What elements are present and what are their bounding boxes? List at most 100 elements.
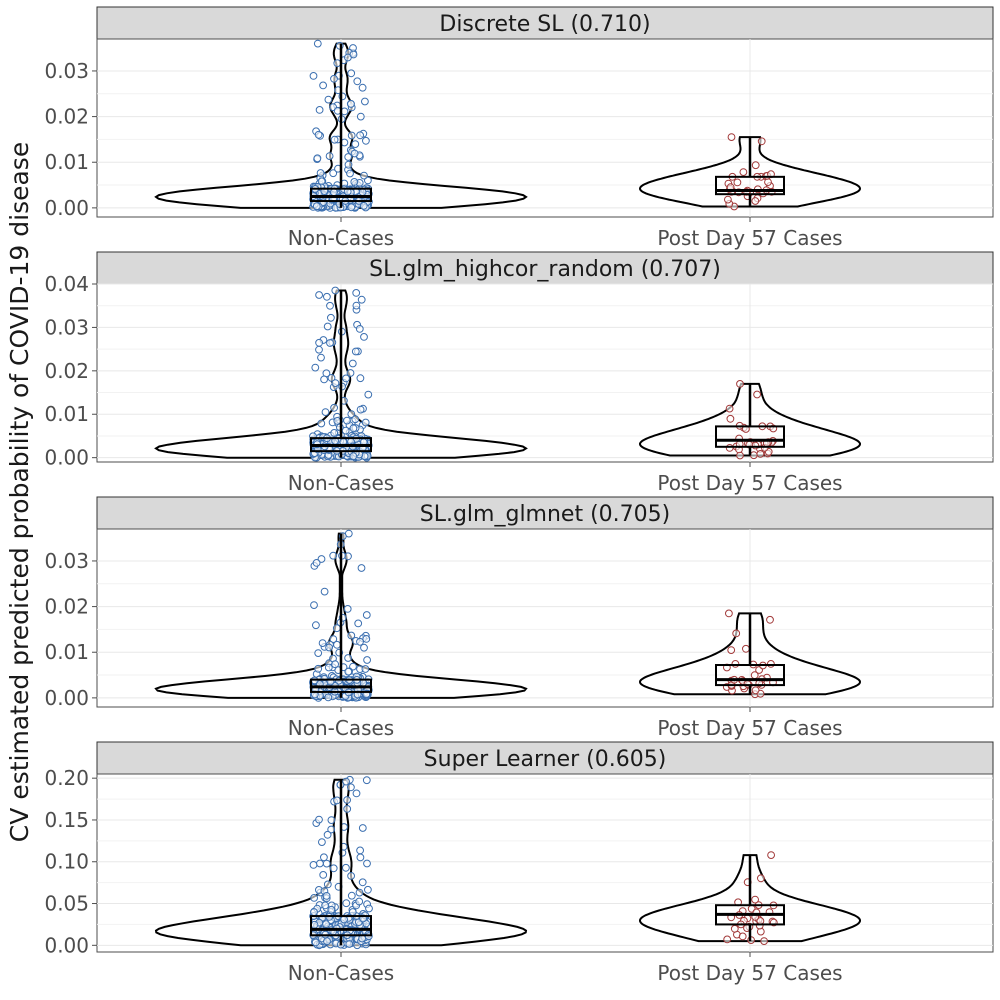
data-point (358, 878, 367, 887)
data-point (356, 112, 365, 121)
data-point (351, 415, 360, 424)
data-point (358, 824, 367, 832)
data-point (327, 313, 335, 322)
data-point (757, 137, 766, 146)
data-point (359, 201, 368, 210)
data-point (356, 853, 365, 862)
y-tick-label: 0.01 (44, 640, 89, 664)
data-point (363, 656, 372, 664)
data-point (356, 374, 365, 383)
y-tick-label: 0.01 (44, 402, 89, 426)
y-tick-label: 0.01 (44, 150, 89, 174)
violin-cases (639, 854, 861, 943)
x-tick-label: Non-Cases (288, 961, 394, 985)
panel-2: SL.glm_highcor_random (0.707) 0.00 0.01 0.0… (44, 251, 994, 495)
box-iqr (310, 187, 372, 203)
data-point (310, 601, 318, 609)
data-point (751, 197, 760, 205)
y-tick-label: 0.05 (44, 892, 89, 916)
data-point (733, 178, 742, 187)
panel-4: Super Learner (0.605) 0.00 0.05 0.10 0.15 0.2… (44, 741, 994, 985)
data-point (331, 379, 340, 388)
y-tick-label: 0.04 (44, 272, 89, 296)
data-point (355, 325, 364, 333)
data-point (315, 815, 323, 824)
data-point (343, 796, 352, 804)
data-point (725, 444, 734, 452)
data-point (315, 291, 324, 299)
data-point (311, 363, 320, 372)
data-point (330, 429, 339, 437)
data-point (358, 83, 367, 92)
x-tick-label: Non-Cases (288, 471, 394, 495)
data-point (348, 359, 357, 368)
data-point (364, 390, 373, 399)
x-tick-label: Post Day 57 Cases (657, 961, 842, 985)
data-point (347, 872, 356, 880)
data-point (352, 289, 361, 297)
data-point (315, 345, 323, 354)
box-iqr (310, 915, 372, 937)
plot-area (96, 283, 994, 463)
data-point (312, 559, 321, 567)
data-point (325, 152, 334, 161)
data-point (347, 100, 355, 108)
data-point (358, 188, 367, 197)
y-tick-label: 0.00 (44, 196, 89, 220)
data-point (361, 418, 370, 427)
data-point (751, 161, 760, 170)
data-point (766, 615, 774, 624)
data-point (330, 188, 338, 197)
data-point (362, 136, 370, 145)
panel-strip (96, 6, 994, 40)
data-point (333, 59, 342, 68)
data-point (736, 380, 744, 388)
data-point (327, 816, 336, 824)
data-point (347, 131, 356, 140)
data-point (313, 39, 322, 48)
data-point (320, 587, 329, 596)
data-point (350, 149, 359, 158)
data-point (348, 908, 357, 916)
data-point (753, 390, 761, 399)
data-point (319, 81, 328, 90)
y-tick-label: 0.10 (44, 850, 89, 874)
y-axis-title: CV estimated predicted probability of CO… (5, 142, 34, 842)
data-point (316, 169, 325, 177)
data-point (331, 286, 340, 295)
plot-area (96, 38, 994, 218)
box-iqr (715, 664, 785, 687)
data-point (360, 333, 368, 341)
data-point (347, 203, 356, 212)
data-point (347, 783, 355, 792)
data-point (309, 72, 318, 80)
data-point (356, 131, 365, 140)
data-point (318, 639, 327, 647)
data-point (342, 374, 350, 383)
y-tick-label: 0.15 (44, 808, 89, 832)
panel-strip (96, 496, 994, 530)
data-point (362, 776, 371, 785)
data-point (326, 339, 334, 347)
data-point (738, 932, 747, 941)
data-point (322, 859, 331, 868)
y-tick-label: 0.20 (44, 766, 89, 790)
data-point (316, 859, 324, 868)
data-point (350, 178, 359, 186)
data-point (333, 796, 341, 805)
data-point (314, 130, 323, 139)
data-point (723, 935, 732, 944)
data-point (357, 564, 366, 572)
y-tick-label: 0.00 (44, 933, 89, 957)
data-point (342, 863, 350, 872)
data-point (749, 451, 758, 460)
data-point (351, 347, 360, 356)
data-point (356, 637, 364, 646)
y-tick-label: 0.02 (44, 359, 89, 383)
data-point (361, 665, 370, 673)
data-point (356, 846, 365, 855)
data-point (354, 619, 363, 628)
data-point (345, 940, 354, 948)
x-tick-label: Post Day 57 Cases (657, 471, 842, 495)
